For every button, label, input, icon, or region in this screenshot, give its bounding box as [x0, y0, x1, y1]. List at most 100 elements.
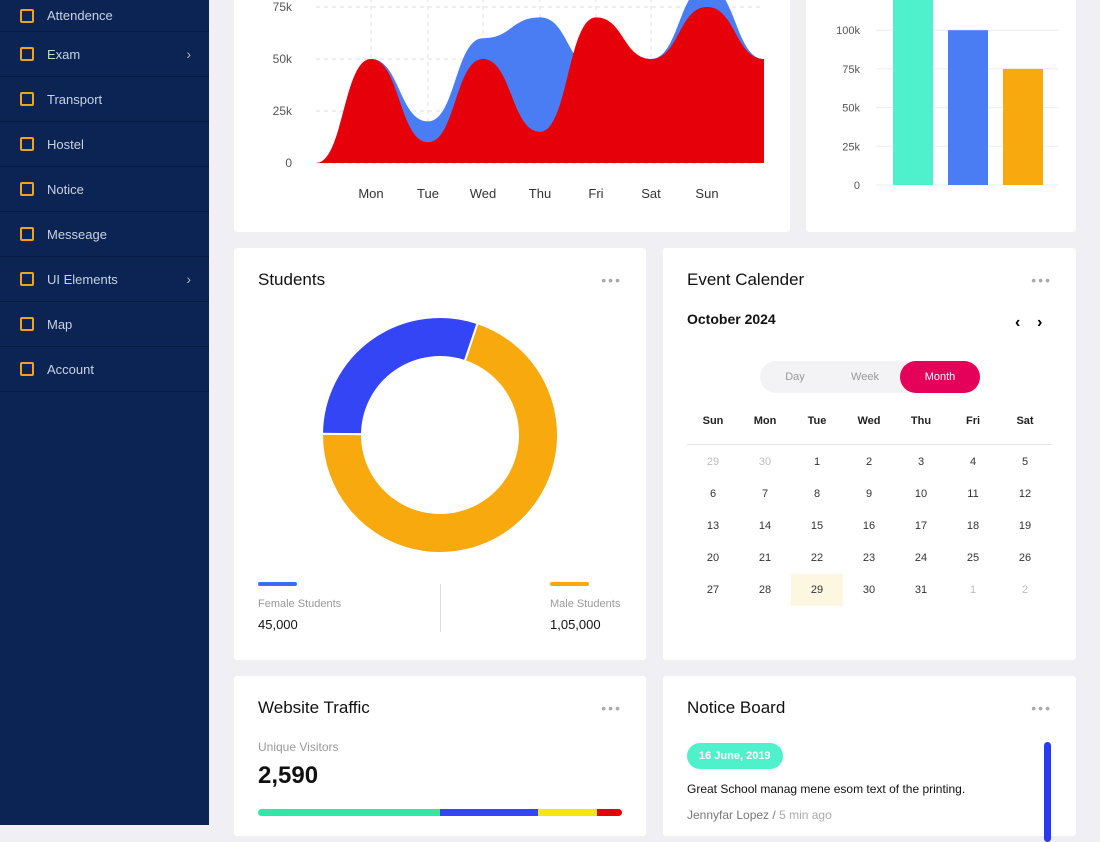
weekday-header: Mon: [753, 415, 777, 427]
calendar-date[interactable]: 24: [914, 552, 928, 564]
weekday-header: Sat: [1016, 415, 1034, 427]
calendar-date[interactable]: 21: [758, 552, 772, 564]
attendance-icon: [20, 8, 34, 23]
calendar-date[interactable]: 9: [865, 488, 873, 500]
more-options-icon[interactable]: •••: [1031, 272, 1052, 288]
notice-author: Jennyfar Lopez: [687, 808, 770, 822]
bar-chart: 0 25k 50k 75k 100k: [836, 0, 1058, 192]
calendar-date[interactable]: 6: [709, 488, 717, 500]
sidebar-item-hostel[interactable]: Hostel: [0, 122, 209, 167]
message-icon: [20, 227, 34, 241]
y-tick-label: 100k: [836, 25, 860, 37]
view-day-button[interactable]: Day: [785, 371, 805, 383]
notice-board-card: Notice Board ••• 16 June, 2019 Great Sch…: [663, 676, 1076, 842]
y-tick-label: 25k: [273, 104, 293, 118]
weekday-header: Thu: [910, 415, 932, 427]
calendar-date[interactable]: 19: [1018, 520, 1032, 532]
calendar-date[interactable]: 20: [706, 552, 720, 564]
bed-icon: [20, 137, 34, 151]
view-week-button[interactable]: Week: [851, 371, 879, 383]
calendar-date[interactable]: 16: [862, 520, 876, 532]
calendar-date[interactable]: 1: [813, 456, 821, 468]
next-month-button[interactable]: ›: [1037, 314, 1043, 331]
view-switcher: Day Week Month: [760, 361, 980, 393]
donut-slice: [320, 316, 479, 436]
x-tick-label: Wed: [470, 186, 497, 201]
sidebar-item-messeage[interactable]: Messeage: [0, 212, 209, 257]
x-tick-label: Fri: [588, 186, 603, 201]
female-legend-swatch: [258, 582, 297, 586]
female-label: Female Students: [258, 598, 342, 610]
card-title: Website Traffic: [258, 698, 370, 717]
male-value: 1,05,000: [550, 617, 601, 632]
calendar-date[interactable]: 12: [1018, 488, 1032, 500]
more-options-icon[interactable]: •••: [601, 700, 622, 716]
sidebar-item-notice[interactable]: Notice: [0, 167, 209, 212]
female-value: 45,000: [258, 617, 298, 632]
sidebar-item-account[interactable]: Account: [0, 347, 209, 392]
map-icon: [20, 317, 34, 331]
calendar-date[interactable]: 23: [862, 552, 876, 564]
bar-chart-card: 0 25k 50k 75k 100k: [806, 0, 1076, 232]
sidebar-item-transport[interactable]: Transport: [0, 77, 209, 122]
sidebar-item-attendence[interactable]: Attendence: [0, 0, 209, 32]
notice-date-badge: 16 June, 2019: [687, 743, 783, 769]
calendar-date[interactable]: 5: [1021, 456, 1029, 468]
weekday-header: Tue: [807, 415, 827, 427]
calendar-date[interactable]: 31: [914, 584, 928, 596]
y-tick-label: 0: [854, 180, 860, 192]
chevron-right-icon: ›: [186, 271, 191, 287]
calendar-date[interactable]: 11: [967, 488, 979, 500]
chevron-right-icon: ›: [186, 46, 191, 62]
unique-visitors-label: Unique Visitors: [258, 740, 339, 754]
sidebar-item-ui-elements[interactable]: UI Elements ›: [0, 257, 209, 302]
more-options-icon[interactable]: •••: [601, 272, 622, 288]
sidebar-item-exam[interactable]: Exam ›: [0, 32, 209, 77]
sidebar-item-label: Map: [47, 316, 73, 332]
traffic-segment: [538, 809, 597, 816]
more-options-icon[interactable]: •••: [1031, 700, 1052, 716]
calendar-date[interactable]: 29: [706, 456, 720, 468]
grid-icon: [20, 272, 34, 286]
calendar-date[interactable]: 17: [914, 520, 928, 532]
calendar-date[interactable]: 15: [810, 520, 824, 532]
website-traffic-card: Website Traffic ••• Unique Visitors 2,59…: [234, 676, 646, 836]
y-tick-label: 25k: [842, 141, 860, 153]
calendar-date[interactable]: 25: [966, 552, 980, 564]
sidebar-item-map[interactable]: Map: [0, 302, 209, 347]
view-month-button[interactable]: Month: [900, 361, 980, 393]
area-series-red: [316, 7, 764, 163]
exam-icon: [20, 47, 34, 61]
calendar-date[interactable]: 2: [1021, 584, 1029, 596]
calendar-date[interactable]: 4: [969, 456, 977, 468]
calendar-date[interactable]: 30: [758, 456, 772, 468]
prev-month-button[interactable]: ‹: [1015, 314, 1021, 331]
unique-visitors-value: 2,590: [258, 762, 319, 789]
calendar-date[interactable]: 13: [706, 520, 720, 532]
calendar-date[interactable]: 22: [810, 552, 824, 564]
notice-text[interactable]: Great School manag mene esom text of the…: [687, 782, 966, 796]
x-tick-label: Sun: [695, 186, 718, 201]
calendar-date[interactable]: 27: [706, 584, 720, 596]
calendar-date[interactable]: 29: [791, 574, 843, 606]
calendar-date[interactable]: 30: [862, 584, 876, 596]
calendar-date[interactable]: 8: [813, 488, 821, 500]
calendar-date[interactable]: 26: [1018, 552, 1032, 564]
calendar-date[interactable]: 14: [758, 520, 772, 532]
calendar-date[interactable]: 18: [966, 520, 980, 532]
weekday-header: Fri: [965, 415, 981, 427]
calendar-date[interactable]: 10: [914, 488, 928, 500]
calendar-date[interactable]: 2: [865, 456, 873, 468]
traffic-progress-bar: [258, 809, 622, 816]
y-tick-label: 50k: [842, 103, 860, 115]
male-legend-swatch: [550, 582, 589, 586]
calendar-date[interactable]: 28: [758, 584, 772, 596]
male-label: Male Students: [550, 598, 621, 610]
calendar-date[interactable]: 1: [969, 584, 977, 596]
calendar-date[interactable]: 7: [761, 488, 769, 500]
x-tick-label: Mon: [358, 186, 383, 201]
scrollbar[interactable]: [1044, 742, 1051, 842]
card-title: Students: [258, 270, 326, 289]
calendar-date[interactable]: 3: [917, 456, 925, 468]
traffic-segment: [440, 809, 539, 816]
